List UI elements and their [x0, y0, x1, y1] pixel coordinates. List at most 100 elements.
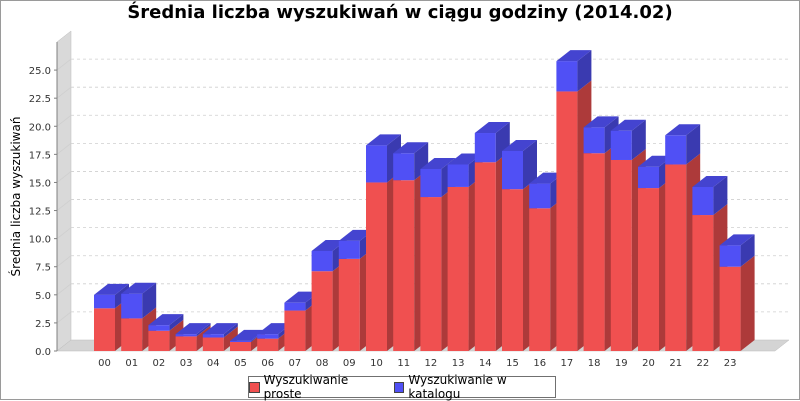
x-tick-label-01: 01 — [125, 358, 138, 369]
y-tick-label: 5.0 — [35, 291, 51, 302]
bar-16-series-1 — [529, 183, 551, 209]
x-tick-label-11: 11 — [397, 358, 410, 369]
bar-top-16 — [529, 172, 565, 184]
legend-swatch-series-0 — [249, 381, 260, 393]
bar-top-08 — [311, 239, 347, 251]
bar-05-series-1 — [230, 340, 251, 343]
bar-02-series-1 — [148, 325, 170, 331]
bar-top-06 — [257, 323, 293, 335]
bar-top-05 — [230, 329, 265, 341]
x-tick-label-10: 10 — [370, 358, 383, 369]
x-tick-label-00: 00 — [98, 358, 111, 369]
bar-top-14 — [474, 122, 510, 134]
bar-00-series-0 — [94, 308, 115, 351]
y-tick-label: 17.5 — [29, 150, 51, 161]
bar-06-series-0 — [257, 338, 279, 351]
gridline-side — [56, 255, 72, 268]
y-tick-label: 0.0 — [35, 347, 51, 358]
y-tick-label: 7.5 — [35, 263, 51, 274]
x-tick-label-05: 05 — [234, 358, 247, 369]
bar-04-series-0 — [202, 337, 224, 351]
bar-top-13 — [447, 153, 483, 165]
x-tick-label-13: 13 — [452, 358, 465, 369]
bar-22-series-1 — [692, 186, 714, 216]
legend-item-series-0: Wyszukiwanie proste — [249, 373, 384, 401]
bar-06-series-1 — [257, 334, 279, 339]
bar-side-21-series-1 — [686, 124, 701, 165]
bar-18-series-0 — [583, 153, 605, 351]
bar-05-series-0 — [230, 342, 251, 351]
x-tick-label-18: 18 — [588, 358, 601, 369]
y-tick-label: 2.5 — [35, 319, 51, 330]
y-tick-label: 10.0 — [29, 235, 51, 246]
gridline-side — [56, 114, 72, 127]
x-tick-label-06: 06 — [261, 358, 274, 369]
bar-top-20 — [638, 155, 673, 167]
bar-side-23-series-1 — [740, 234, 755, 267]
x-tick-label-20: 20 — [642, 358, 655, 369]
x-tick-label-22: 22 — [697, 358, 710, 369]
bar-02-series-0 — [148, 330, 170, 351]
bar-side-23-series-0 — [740, 255, 755, 351]
chart-title: Średnia liczba wyszukiwań w ciągu godzin… — [127, 2, 673, 23]
bar-07-series-0 — [284, 310, 306, 351]
y-tick-label: 15.0 — [29, 178, 51, 189]
bar-14-series-1 — [474, 133, 496, 163]
gridline-side — [56, 58, 72, 71]
bar-18-series-1 — [583, 127, 605, 154]
bar-side-19-series-1 — [631, 119, 646, 160]
bar-top-03 — [175, 323, 211, 335]
bar-11-series-0 — [393, 180, 415, 351]
bar-top-12 — [420, 157, 456, 169]
bar-21-series-1 — [665, 135, 687, 165]
bar-19-series-1 — [610, 130, 632, 160]
x-tick-label-07: 07 — [289, 358, 302, 369]
x-tick-label-15: 15 — [506, 358, 519, 369]
bar-top-17 — [556, 50, 592, 62]
legend-swatch-series-1 — [393, 381, 405, 393]
bar-22-series-0 — [692, 215, 714, 351]
bar-20-series-0 — [638, 188, 659, 351]
bar-top-15 — [502, 139, 537, 151]
bar-top-01 — [121, 282, 157, 294]
gridline-side — [56, 311, 72, 324]
bar-side-03-series-1 — [196, 323, 211, 337]
y-tick-label: 22.5 — [29, 94, 51, 105]
bar-top-19 — [610, 119, 646, 131]
bar-13-series-1 — [447, 164, 469, 187]
x-tick-label-17: 17 — [561, 358, 574, 369]
x-tick-label-03: 03 — [180, 358, 193, 369]
bar-top-00 — [94, 283, 129, 295]
bar-09-series-0 — [338, 258, 360, 351]
x-tick-label-19: 19 — [615, 358, 628, 369]
gridline-side — [56, 143, 72, 155]
bar-01-series-0 — [121, 318, 143, 351]
bar-09-series-1 — [338, 240, 360, 259]
bar-08-series-1 — [311, 250, 333, 272]
bar-21-series-0 — [665, 164, 687, 351]
bar-side-04-series-1 — [223, 323, 238, 338]
gridline-side — [56, 171, 72, 183]
bar-17-series-1 — [556, 61, 578, 92]
x-tick-label-09: 09 — [343, 358, 356, 369]
bar-08-series-0 — [311, 271, 333, 351]
legend-label-series-1: Wyszukiwanie w katalogu — [408, 373, 507, 401]
bar-top-18 — [583, 116, 619, 128]
bar-side-15-series-1 — [523, 139, 537, 190]
bar-side-04-series-0 — [223, 326, 238, 351]
bar-07-series-1 — [284, 302, 306, 311]
legend-item-series-1: Wyszukiwanie w katalogu — [393, 373, 555, 401]
bar-12-series-0 — [420, 197, 442, 351]
bar-top-23 — [719, 234, 755, 246]
bar-top-21 — [665, 124, 701, 136]
bar-12-series-1 — [420, 168, 442, 198]
x-tick-label-21: 21 — [669, 358, 682, 369]
bar-top-09 — [338, 229, 374, 241]
bar-top-11 — [393, 142, 429, 154]
gridline-side — [56, 86, 72, 99]
x-tick-label-12: 12 — [425, 358, 438, 369]
bar-16-series-0 — [529, 208, 551, 351]
bar-10-series-0 — [366, 182, 387, 351]
bar-23-series-0 — [719, 266, 741, 351]
